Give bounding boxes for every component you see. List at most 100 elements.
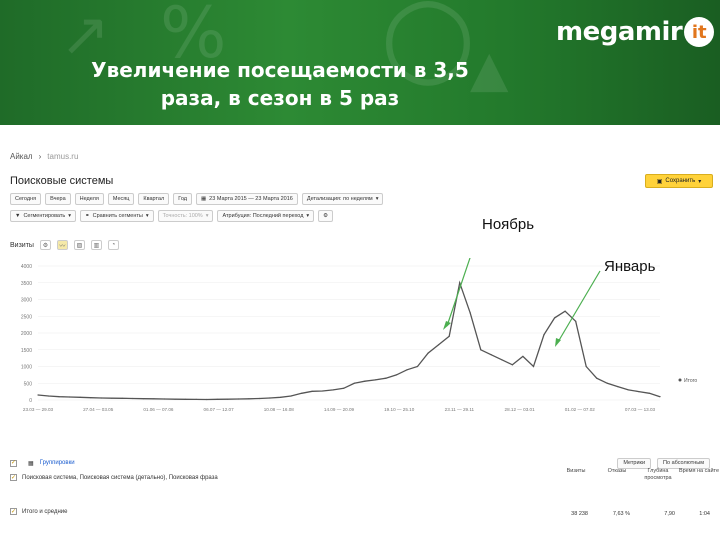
data-point[interactable] xyxy=(132,397,134,400)
row-checkbox[interactable]: ✓ xyxy=(10,474,17,481)
table-row-grouping[interactable]: ✓ Поисковая система, Поисковая система (… xyxy=(10,474,710,481)
column-header-time[interactable]: Время на сайте xyxy=(678,468,720,474)
data-point[interactable] xyxy=(163,398,166,400)
total-visits: 38 238 xyxy=(571,511,588,517)
data-point[interactable] xyxy=(575,320,577,322)
data-point[interactable] xyxy=(311,390,313,392)
column-header-visits[interactable]: Визиты xyxy=(566,468,586,474)
data-point[interactable] xyxy=(532,365,535,368)
grouping-label: Детализация: по неделям xyxy=(306,196,373,202)
data-point[interactable] xyxy=(385,377,387,379)
compare-segments-button[interactable]: ⚭ Сравнить сегменты ▾ xyxy=(80,210,154,222)
data-point[interactable] xyxy=(227,398,229,400)
data-point[interactable] xyxy=(659,396,661,398)
period-week[interactable]: Неделя xyxy=(74,193,104,205)
column-header-depth[interactable]: Глубина просмотра xyxy=(644,468,672,481)
data-point[interactable] xyxy=(153,398,155,400)
period-month[interactable]: Месяц xyxy=(107,193,135,205)
january-arrow xyxy=(557,270,601,343)
line-chart-icon[interactable]: 〰 xyxy=(56,240,68,250)
breadcrumb-item-account[interactable]: Айкал xyxy=(10,152,33,161)
row-checkbox[interactable]: ✓ xyxy=(10,508,17,515)
area-chart-icon[interactable]: ▨ xyxy=(73,240,85,250)
data-point[interactable] xyxy=(332,389,334,391)
data-point[interactable] xyxy=(416,365,419,368)
bar-chart-icon[interactable]: ▥ xyxy=(90,240,102,250)
data-point[interactable] xyxy=(279,396,282,398)
data-point[interactable] xyxy=(37,394,39,396)
data-point[interactable] xyxy=(79,396,81,398)
segment-button[interactable]: ▼ Сегментировать ▾ xyxy=(10,210,77,222)
data-point[interactable] xyxy=(490,354,492,356)
data-point[interactable] xyxy=(248,398,250,400)
decorative-circle-icon: ○ xyxy=(380,0,476,98)
period-quarter[interactable]: Квартал xyxy=(138,193,170,205)
data-point[interactable] xyxy=(174,398,176,400)
group-label[interactable]: Группировки xyxy=(39,460,75,466)
data-point[interactable] xyxy=(47,395,50,397)
data-point[interactable] xyxy=(206,398,208,401)
date-range-picker[interactable]: ▦ 23 Марта 2015 — 23 Марта 2016 xyxy=(195,193,298,205)
data-point[interactable] xyxy=(111,397,113,399)
data-point[interactable] xyxy=(195,398,197,400)
data-point[interactable] xyxy=(585,365,587,368)
data-point[interactable] xyxy=(300,392,303,394)
period-yesterday[interactable]: Вчера xyxy=(45,193,71,205)
period-year[interactable]: Год xyxy=(173,193,192,205)
attribution-select[interactable]: Атрибуция: Последний переход ▾ xyxy=(217,210,315,222)
data-point[interactable] xyxy=(553,317,556,319)
header-banner: % ○ ↗ ▲ megamir it Увеличение посещаемос… xyxy=(0,0,720,125)
grouping-select[interactable]: Детализация: по неделям ▾ xyxy=(301,193,384,205)
table-icon: ▦ xyxy=(28,460,34,467)
data-point[interactable] xyxy=(406,369,408,371)
data-point[interactable] xyxy=(237,398,239,400)
data-point[interactable] xyxy=(511,364,514,366)
data-point[interactable] xyxy=(638,391,640,393)
data-point[interactable] xyxy=(343,387,345,389)
data-point[interactable] xyxy=(438,344,440,346)
period-today[interactable]: Сегодня xyxy=(10,193,42,205)
metrics-button[interactable]: Метрики xyxy=(617,457,652,469)
data-point[interactable] xyxy=(142,398,145,400)
settings-button[interactable]: ⚙ xyxy=(318,210,334,222)
data-point[interactable] xyxy=(564,310,566,312)
data-point[interactable] xyxy=(469,312,471,314)
data-point[interactable] xyxy=(258,397,260,400)
data-point[interactable] xyxy=(374,379,376,381)
data-point[interactable] xyxy=(627,389,629,391)
data-point[interactable] xyxy=(353,382,355,384)
data-point[interactable] xyxy=(543,334,545,336)
accuracy-select[interactable]: Точность: 100% ▾ xyxy=(157,210,214,222)
data-point[interactable] xyxy=(322,390,324,392)
data-point[interactable] xyxy=(522,355,524,358)
data-point[interactable] xyxy=(58,396,60,398)
breadcrumb-item-site[interactable]: tamus.ru xyxy=(47,152,79,161)
data-point[interactable] xyxy=(395,374,398,376)
data-point[interactable] xyxy=(606,382,608,384)
settings-icon[interactable]: ⚙ xyxy=(39,240,51,250)
data-point[interactable] xyxy=(596,377,598,379)
pie-chart-icon[interactable]: ◔ xyxy=(107,240,119,250)
save-report-button[interactable]: ▣ Сохранить ▾ xyxy=(645,174,713,188)
data-point[interactable] xyxy=(100,397,102,399)
y-tick-label: 0 xyxy=(29,398,32,404)
data-point[interactable] xyxy=(617,386,619,388)
data-point[interactable] xyxy=(69,396,71,398)
x-tick-label: 14.09 — 20.09 xyxy=(324,407,355,412)
data-point[interactable] xyxy=(448,335,450,337)
data-point[interactable] xyxy=(427,352,429,354)
data-point[interactable] xyxy=(121,397,123,399)
select-all-checkbox[interactable]: ✓ xyxy=(10,459,17,467)
data-point[interactable] xyxy=(648,392,651,394)
data-point[interactable] xyxy=(459,282,461,284)
data-point[interactable] xyxy=(184,398,187,400)
data-point[interactable] xyxy=(501,359,503,361)
column-header-bounces[interactable]: Отказы xyxy=(607,468,627,474)
data-point[interactable] xyxy=(290,395,292,397)
data-point[interactable] xyxy=(480,349,482,351)
data-point[interactable] xyxy=(364,380,366,382)
data-point[interactable] xyxy=(216,398,218,400)
data-point[interactable] xyxy=(90,397,92,399)
view-mode-select[interactable]: По абсолютным xyxy=(657,457,710,469)
data-point[interactable] xyxy=(269,397,271,399)
